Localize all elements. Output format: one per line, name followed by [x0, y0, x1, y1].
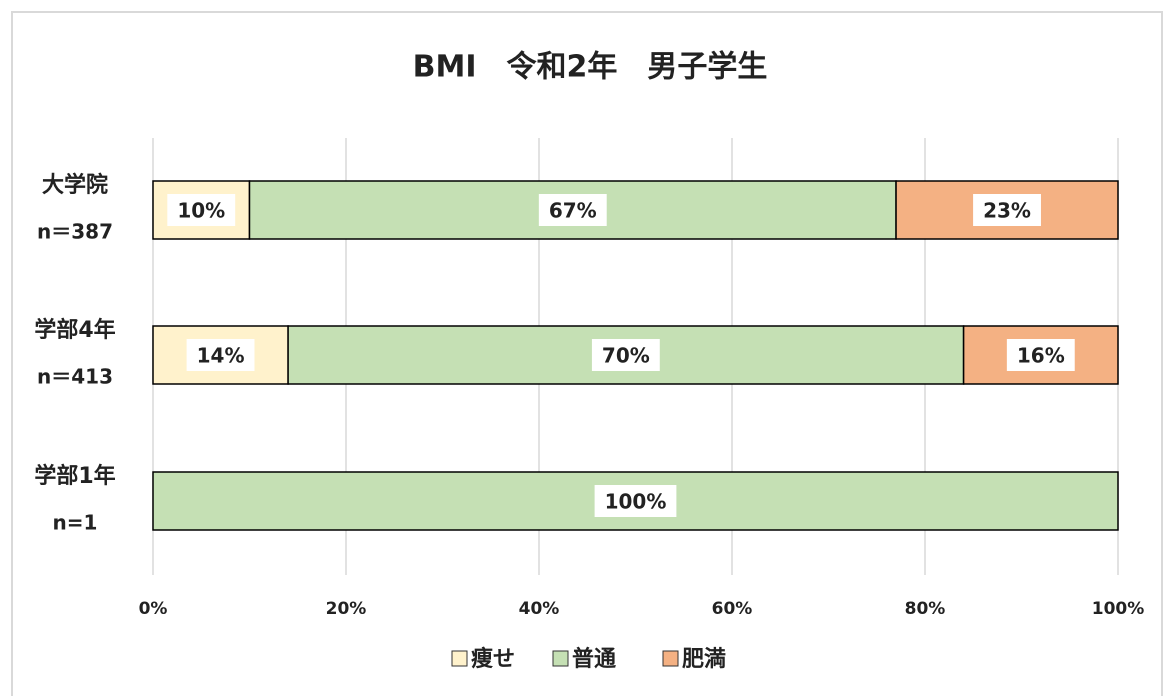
y-tick-label: 大学院 [42, 172, 108, 198]
legend-label: 肥満 [682, 646, 726, 672]
y-tick-label: 学部4年 [34, 317, 115, 343]
data-label-bg [538, 194, 607, 226]
legend-label: 普通 [572, 646, 616, 672]
y-tick-label: n＝387 [37, 220, 113, 244]
y-tick-label: n＝413 [37, 365, 113, 389]
x-tick-label: 40% [519, 599, 560, 619]
data-label: 16% [1017, 344, 1065, 368]
x-tick-label: 80% [905, 599, 946, 619]
data-label-bg [186, 339, 255, 371]
data-label: 23% [983, 199, 1031, 223]
data-label-bg [973, 194, 1041, 226]
chart-title: BMI 令和2年 男子学生 [413, 50, 768, 85]
data-label-bg [594, 485, 677, 517]
legend-swatch [552, 650, 569, 667]
x-tick-label: 0% [139, 599, 168, 619]
x-tick-label: 60% [712, 599, 753, 619]
data-label: 67% [549, 199, 597, 223]
legend-swatch [451, 650, 468, 667]
data-label: 10% [177, 199, 225, 223]
data-label: 100% [605, 490, 667, 514]
data-label-bg [591, 339, 660, 371]
data-label: 70% [602, 344, 650, 368]
x-tick-label: 100% [1092, 599, 1145, 619]
y-tick-label: n=1 [53, 511, 98, 535]
data-label: 14% [197, 344, 245, 368]
legend-label: 痩せ [471, 646, 515, 672]
data-label-bg [167, 194, 236, 226]
x-tick-label: 20% [326, 599, 367, 619]
y-tick-label: 学部1年 [34, 463, 115, 489]
legend-swatch [662, 650, 679, 667]
data-label-bg [1006, 339, 1075, 371]
